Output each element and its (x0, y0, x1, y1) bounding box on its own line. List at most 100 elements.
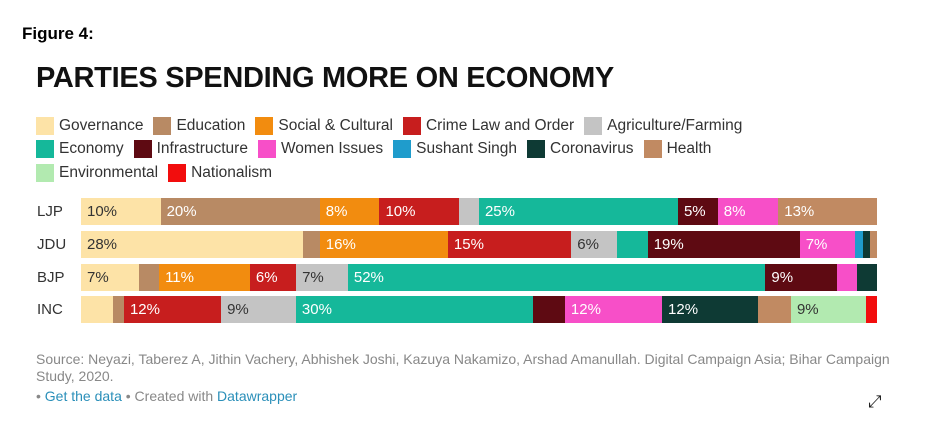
bar-segment-environmental: 9% (790, 296, 866, 323)
legend-swatch (36, 140, 54, 159)
legend-swatch (402, 116, 421, 135)
data-label: 30% (301, 301, 332, 318)
bar-segment-nationalism (865, 296, 877, 323)
legend-item: Governance (36, 116, 144, 135)
data-label: 12% (129, 301, 160, 318)
get-the-data-link[interactable]: Get the data (44, 388, 122, 404)
party-label: LJP (37, 203, 63, 220)
data-label: 12% (570, 301, 601, 318)
data-label: 11% (165, 269, 194, 286)
bar-jdu: 28% 16% 15% 6% 19% 7% (81, 231, 877, 258)
legend-swatch (255, 116, 274, 135)
bar-segment-governance: 7% (81, 264, 140, 291)
data-label: 7% (302, 269, 324, 286)
bar-ljp: 10% 20% 8% 10% 25% 5% 8% 13% (81, 198, 877, 225)
party-label: BJP (37, 269, 65, 286)
legend-label: Governance (59, 116, 144, 134)
bar-segment-economy: 30% (295, 296, 534, 323)
bar-segment-education (139, 264, 160, 291)
data-label: 15% (453, 236, 484, 253)
data-label: 25% (484, 203, 515, 220)
bar-segment-sushant-singh (854, 231, 863, 258)
legend-swatch (393, 140, 412, 159)
bar-segment-crime-law-and-order: 12% (123, 296, 222, 323)
legend-label: Crime Law and Order (425, 116, 575, 134)
legend-label: Environmental (59, 163, 159, 181)
party-label: INC (37, 301, 63, 318)
bar-segment-health: 13% (778, 198, 877, 225)
expand-icon[interactable]: ⤢ (868, 392, 882, 411)
bar-segment-crime-law-and-order: 10% (379, 198, 460, 225)
source-note: Source: Neyazi, Taberez A, Jithin Vacher… (36, 351, 890, 384)
legend-label: Agriculture/Farming (607, 116, 743, 134)
legend-item: Infrastructure (133, 140, 248, 159)
legend-item: Environmental (36, 163, 159, 182)
legend-item: Social & Cultural (255, 116, 393, 135)
data-label: 19% (653, 236, 684, 253)
legend-label: Nationalism (191, 163, 273, 181)
data-label: 9% (227, 301, 249, 318)
bar-segment-education: 20% (160, 198, 320, 225)
bar-segment-education (303, 231, 320, 258)
bar-segment-social-cultural: 8% (319, 198, 380, 225)
bar-segment-coronavirus: 12% (662, 296, 759, 323)
data-label: 6% (577, 236, 599, 253)
bar-segment-women-issues: 7% (799, 231, 855, 258)
bar-segment-crime-law-and-order: 6% (249, 264, 297, 291)
legend-item: Education (153, 116, 246, 135)
data-label: 28% (87, 236, 118, 253)
legend-item: Women Issues (257, 140, 384, 159)
figure-label: Figure 4: (22, 24, 94, 43)
legend-item: Economy (36, 140, 124, 159)
bar-segment-economy: 52% (347, 264, 766, 291)
legend-label: Education (176, 116, 246, 134)
legend-label: Women Issues (280, 140, 384, 158)
bar-segment-economy (616, 231, 648, 258)
legend-row: Environmental Nationalism (36, 161, 752, 185)
bar-segment-governance: 28% (81, 231, 304, 258)
data-label: 8% (723, 203, 746, 220)
bar-segment-education (112, 296, 124, 323)
footer-links: • Get the data • Created with Datawrappe… (36, 388, 297, 404)
data-label: 5% (683, 203, 706, 220)
legend-row: Economy Infrastructure Women Issues Sushant… (36, 138, 752, 162)
bar-segment-infrastructure: 5% (677, 198, 718, 225)
legend-item: Health (643, 140, 712, 159)
party-label: JDU (37, 236, 67, 253)
data-label: 8% (325, 203, 348, 220)
legend-row: Governance Education Social & Cultural Crim… (36, 114, 752, 138)
bar-segment-governance (81, 296, 113, 323)
data-label: 12% (668, 301, 699, 318)
data-label: 10% (385, 203, 416, 220)
bullet: • (36, 388, 41, 404)
legend-item: Nationalism (168, 163, 273, 182)
data-label: 10% (87, 203, 118, 220)
chart-title: PARTIES SPENDING MORE ON ECONOMY (36, 62, 614, 94)
bar-segment-health (869, 231, 877, 258)
legend: Governance Education Social & Cultural Crim… (36, 114, 752, 185)
bullet: • (125, 388, 131, 404)
legend-swatch (36, 116, 54, 135)
data-label: 13% (784, 203, 815, 220)
data-label: 16% (325, 236, 356, 253)
bar-segment-health (758, 296, 791, 323)
bar-segment-governance: 10% (81, 198, 161, 225)
bar-bjp: 7% 11% 6% 7% 52% 9% (81, 264, 877, 291)
legend-swatch (168, 163, 187, 182)
bar-segment-agriculture-farming: 9% (221, 296, 296, 323)
bar-segment-agriculture-farming: 6% (571, 231, 617, 258)
legend-swatch (36, 163, 54, 182)
bar-segment-women-issues: 8% (717, 198, 779, 225)
legend-swatch (133, 140, 152, 159)
bar-segment-women-issues (837, 264, 857, 291)
legend-swatch (643, 140, 662, 159)
data-label: 7% (805, 236, 828, 253)
legend-swatch (584, 116, 603, 135)
legend-label: Social & Cultural (278, 116, 393, 134)
data-label: 9% (796, 301, 819, 318)
bar-segment-infrastructure (533, 296, 565, 323)
bar-segment-crime-law-and-order: 15% (447, 231, 572, 258)
datawrapper-link[interactable]: Datawrapper (217, 388, 298, 404)
legend-label: Health (666, 140, 712, 158)
legend-swatch (527, 140, 545, 159)
